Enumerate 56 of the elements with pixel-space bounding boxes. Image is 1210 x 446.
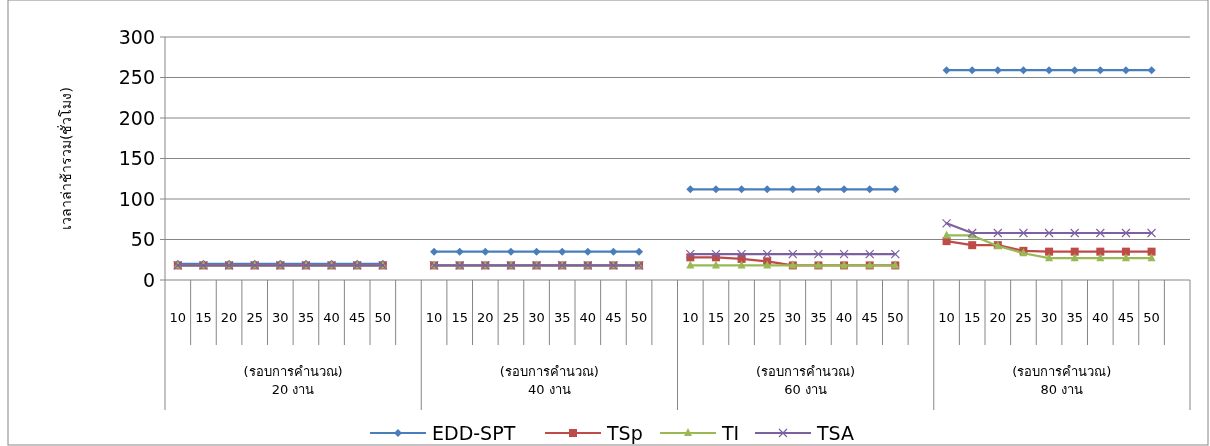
x-tick-label: 30 (784, 310, 802, 325)
x-tick-label: 25 (246, 310, 263, 325)
x-tick-label: 45 (861, 310, 878, 325)
x-tick-label: 40 (579, 310, 597, 325)
x-tick-label: 10 (169, 310, 187, 325)
text: (รอบการคำนวณ) (499, 364, 599, 379)
y-tick-label: 300 (118, 25, 155, 48)
x-tick-label: 40 (1092, 310, 1109, 325)
x-tick-label: 45 (348, 310, 366, 325)
x-tick-label: 15 (451, 310, 468, 325)
legend-label: TSA (816, 421, 855, 444)
x-tick-label: 35 (553, 310, 571, 325)
x-tick-label: 10 (938, 310, 955, 325)
y-tick-label: 0 (142, 268, 155, 291)
x-tick-label: 30 (272, 310, 289, 325)
x-tick-label: 45 (605, 310, 622, 325)
x-tick-label: 20 (220, 310, 238, 325)
text: (รอบการคำนวณ) (243, 364, 343, 379)
legend-label: TSp (606, 421, 643, 444)
x-tick-label: 35 (810, 310, 827, 325)
text: 60 งาน (784, 382, 827, 397)
text: (รอบการคำนวณ) (756, 364, 856, 379)
x-tick-label: 50 (1143, 310, 1160, 325)
legend-label: EDD-SPT (432, 421, 516, 444)
y-axis-title: เวลาล่าช้ารวม(ชั่วโมง) (56, 87, 74, 230)
y-tick-label: 250 (118, 66, 155, 89)
x-tick-label: 10 (682, 310, 699, 325)
x-tick-label: 35 (297, 310, 315, 325)
legend-label: TI (721, 421, 740, 444)
x-tick-label: 25 (502, 310, 520, 325)
y-tick-label: 100 (118, 187, 155, 210)
text: 20 งาน (271, 382, 315, 397)
x-tick-label: 25 (758, 310, 776, 325)
x-tick-label: 15 (963, 310, 981, 325)
x-tick-label: 30 (528, 310, 545, 325)
x-tick-label: 15 (707, 310, 725, 325)
x-tick-label: 20 (989, 310, 1007, 325)
x-tick-label: 50 (374, 310, 392, 325)
y-tick-label: 150 (118, 147, 155, 170)
x-tick-label: 10 (425, 310, 443, 325)
x-tick-label: 50 (630, 310, 648, 325)
x-tick-label: 40 (323, 310, 340, 325)
y-tick-label: 200 (118, 106, 155, 129)
x-tick-label: 45 (1117, 310, 1135, 325)
y-tick-label: 50 (130, 228, 155, 251)
x-tick-label: 35 (1066, 310, 1083, 325)
x-tick-label: 50 (887, 310, 904, 325)
x-tick-label: 15 (195, 310, 212, 325)
text: 80 งาน (1040, 382, 1084, 397)
text: 40 งาน (528, 382, 571, 397)
x-tick-label: 20 (477, 310, 494, 325)
x-tick-label: 25 (1015, 310, 1032, 325)
x-tick-label: 30 (1040, 310, 1058, 325)
x-tick-label: 20 (733, 310, 750, 325)
x-tick-label: 40 (835, 310, 853, 325)
text: (รอบการคำนวณ) (1012, 364, 1112, 379)
